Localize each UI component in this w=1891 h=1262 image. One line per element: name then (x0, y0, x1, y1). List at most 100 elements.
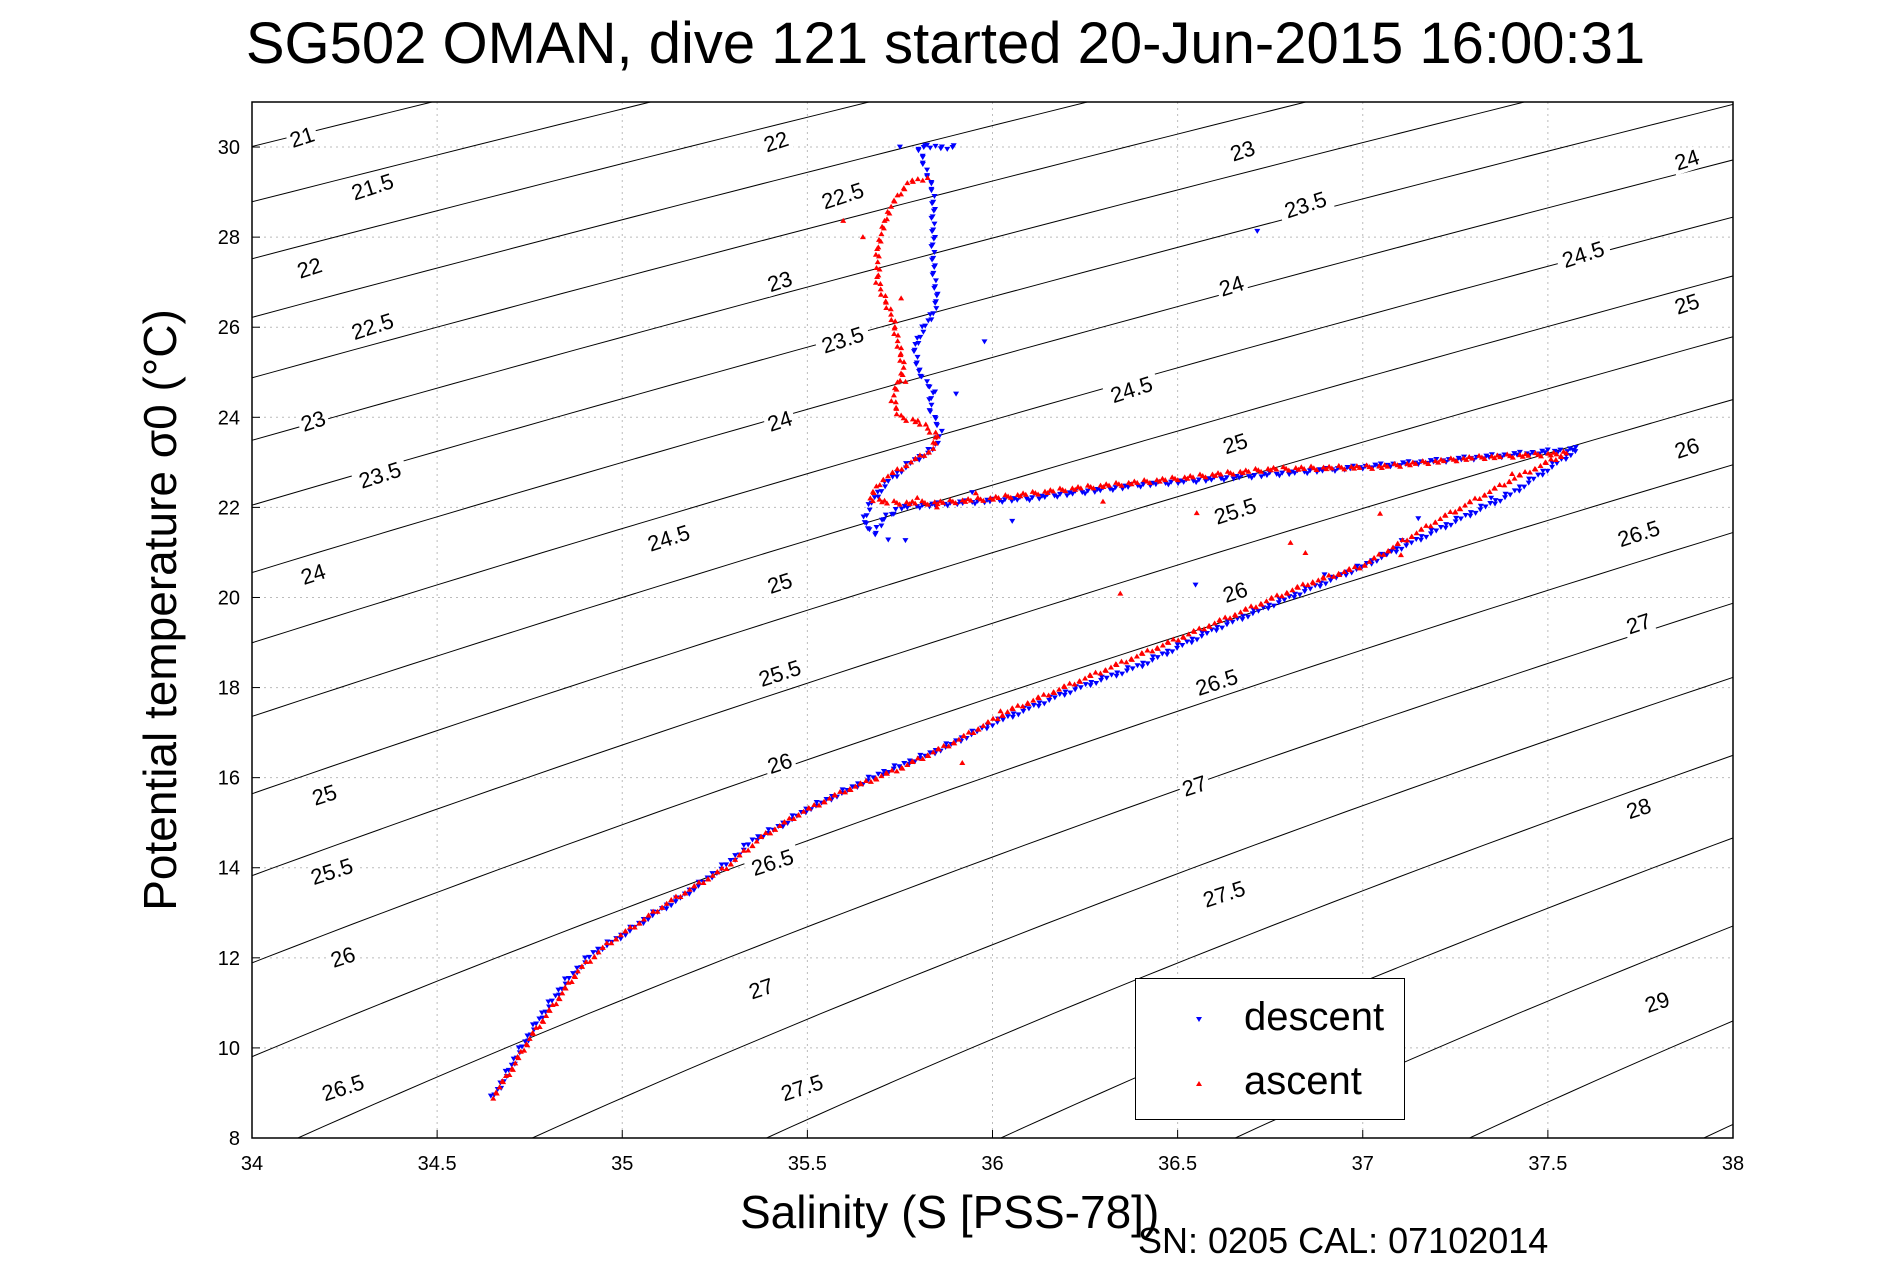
contour-label: 26 (325, 941, 361, 973)
isopycnal-line (252, 532, 1733, 1058)
contour-label-text: 23.5 (356, 457, 404, 494)
ascent-point (496, 1084, 503, 1090)
descent-point (718, 862, 725, 868)
ascent-point (1447, 455, 1454, 461)
contour-label: 26.5 (1187, 664, 1246, 702)
ascent-point (1308, 463, 1315, 469)
ascent-point (758, 833, 765, 839)
descent-point (917, 752, 924, 758)
descent-point (871, 495, 878, 501)
ascent-point (1175, 637, 1182, 643)
ascent-point (1025, 701, 1032, 707)
ascent-point (965, 729, 972, 735)
ascent-point (876, 496, 883, 502)
descent-point (555, 987, 562, 993)
ascent-point (1118, 658, 1125, 664)
descent-point (1198, 633, 1205, 639)
descent-point (920, 329, 927, 335)
descent-point (1502, 491, 1509, 497)
descent-point (570, 971, 577, 977)
legend-label-ascent: ascent (1244, 1059, 1362, 1103)
ascent-point (1330, 573, 1337, 579)
descent-point (1511, 451, 1518, 457)
contour-label-bg (1621, 609, 1657, 640)
descent-point (935, 440, 942, 446)
descent-point (1184, 639, 1191, 645)
ascent-point (1538, 453, 1545, 459)
descent-point (1549, 464, 1556, 470)
descent-point (931, 249, 938, 255)
ascent-point (574, 968, 581, 974)
ascent-point (714, 869, 721, 875)
descent-point (1088, 680, 1095, 686)
contour-label-bg (1217, 428, 1254, 460)
ascent-point (795, 812, 802, 818)
descent-point (892, 507, 899, 513)
ascent-point (1131, 478, 1138, 484)
ascent-point (894, 343, 901, 349)
descent-point (1009, 714, 1016, 720)
descent-point (931, 194, 938, 200)
ascent-point (930, 749, 937, 755)
ascent-point (1159, 642, 1166, 648)
ascent-point (1061, 684, 1068, 690)
descent-point (1114, 670, 1121, 676)
ascent-point (909, 498, 916, 504)
ascent-point (900, 415, 907, 421)
ascent-point (1423, 522, 1430, 528)
contour-label: 25.5 (1206, 493, 1265, 531)
ascent-point (608, 940, 615, 946)
ascent-point (965, 496, 972, 502)
ascent-point (863, 777, 870, 783)
ascent-point (1128, 656, 1135, 662)
ascent-point (695, 879, 702, 885)
contour-label-bg (295, 559, 332, 590)
descent-point (927, 145, 934, 151)
ascent-point (919, 177, 926, 183)
contour-label: 25 (1669, 288, 1705, 320)
descent-point (901, 503, 908, 509)
descent-point (875, 771, 882, 777)
ascent-point (526, 1035, 533, 1041)
descent-point (1279, 470, 1286, 476)
descent-point (1539, 448, 1546, 454)
ascent-point (1056, 686, 1063, 692)
ascent-point (1041, 488, 1048, 494)
density-contours: 21 21.5 22 22.5 23 23.5 24 24.5 25 25.5 26 26.5 22 22… (252, 102, 1733, 1138)
ascent-point (1051, 689, 1058, 695)
ascent-point (980, 497, 987, 503)
ascent-point (1356, 565, 1363, 571)
descent-point (950, 143, 957, 149)
contour-label-bg (1669, 433, 1705, 464)
isopycnal-line (1234, 925, 1733, 1138)
descent-point (849, 784, 856, 790)
ascent-point (1040, 691, 1047, 697)
descent-point (1108, 672, 1115, 678)
ascent-point (985, 719, 992, 725)
ascent-point (1245, 468, 1252, 474)
descent-point (1159, 651, 1166, 657)
ascent-point (893, 499, 900, 505)
ascent-point (1115, 481, 1122, 487)
isopycnal-line (296, 602, 1733, 1138)
descent-point (1015, 712, 1022, 718)
ascent-point (1310, 465, 1317, 471)
descent-point (919, 160, 926, 166)
isopycnal-line (1468, 1020, 1733, 1138)
contour-label: 24 (1669, 144, 1705, 176)
descent-point (994, 720, 1001, 726)
ascent-point (1397, 463, 1404, 469)
descent-point (1112, 485, 1119, 491)
legend-item-ascent: ascent (1136, 1053, 1404, 1113)
descent-point (1051, 493, 1058, 499)
ascent-point (897, 350, 904, 356)
ascent-point (583, 959, 590, 965)
ascent-point (529, 1029, 536, 1035)
descent-point (1572, 445, 1579, 451)
ascent-point (1146, 479, 1153, 485)
descent-point (1189, 636, 1196, 642)
ascent-point (1252, 465, 1259, 471)
contour-label: 26 (1217, 577, 1254, 608)
